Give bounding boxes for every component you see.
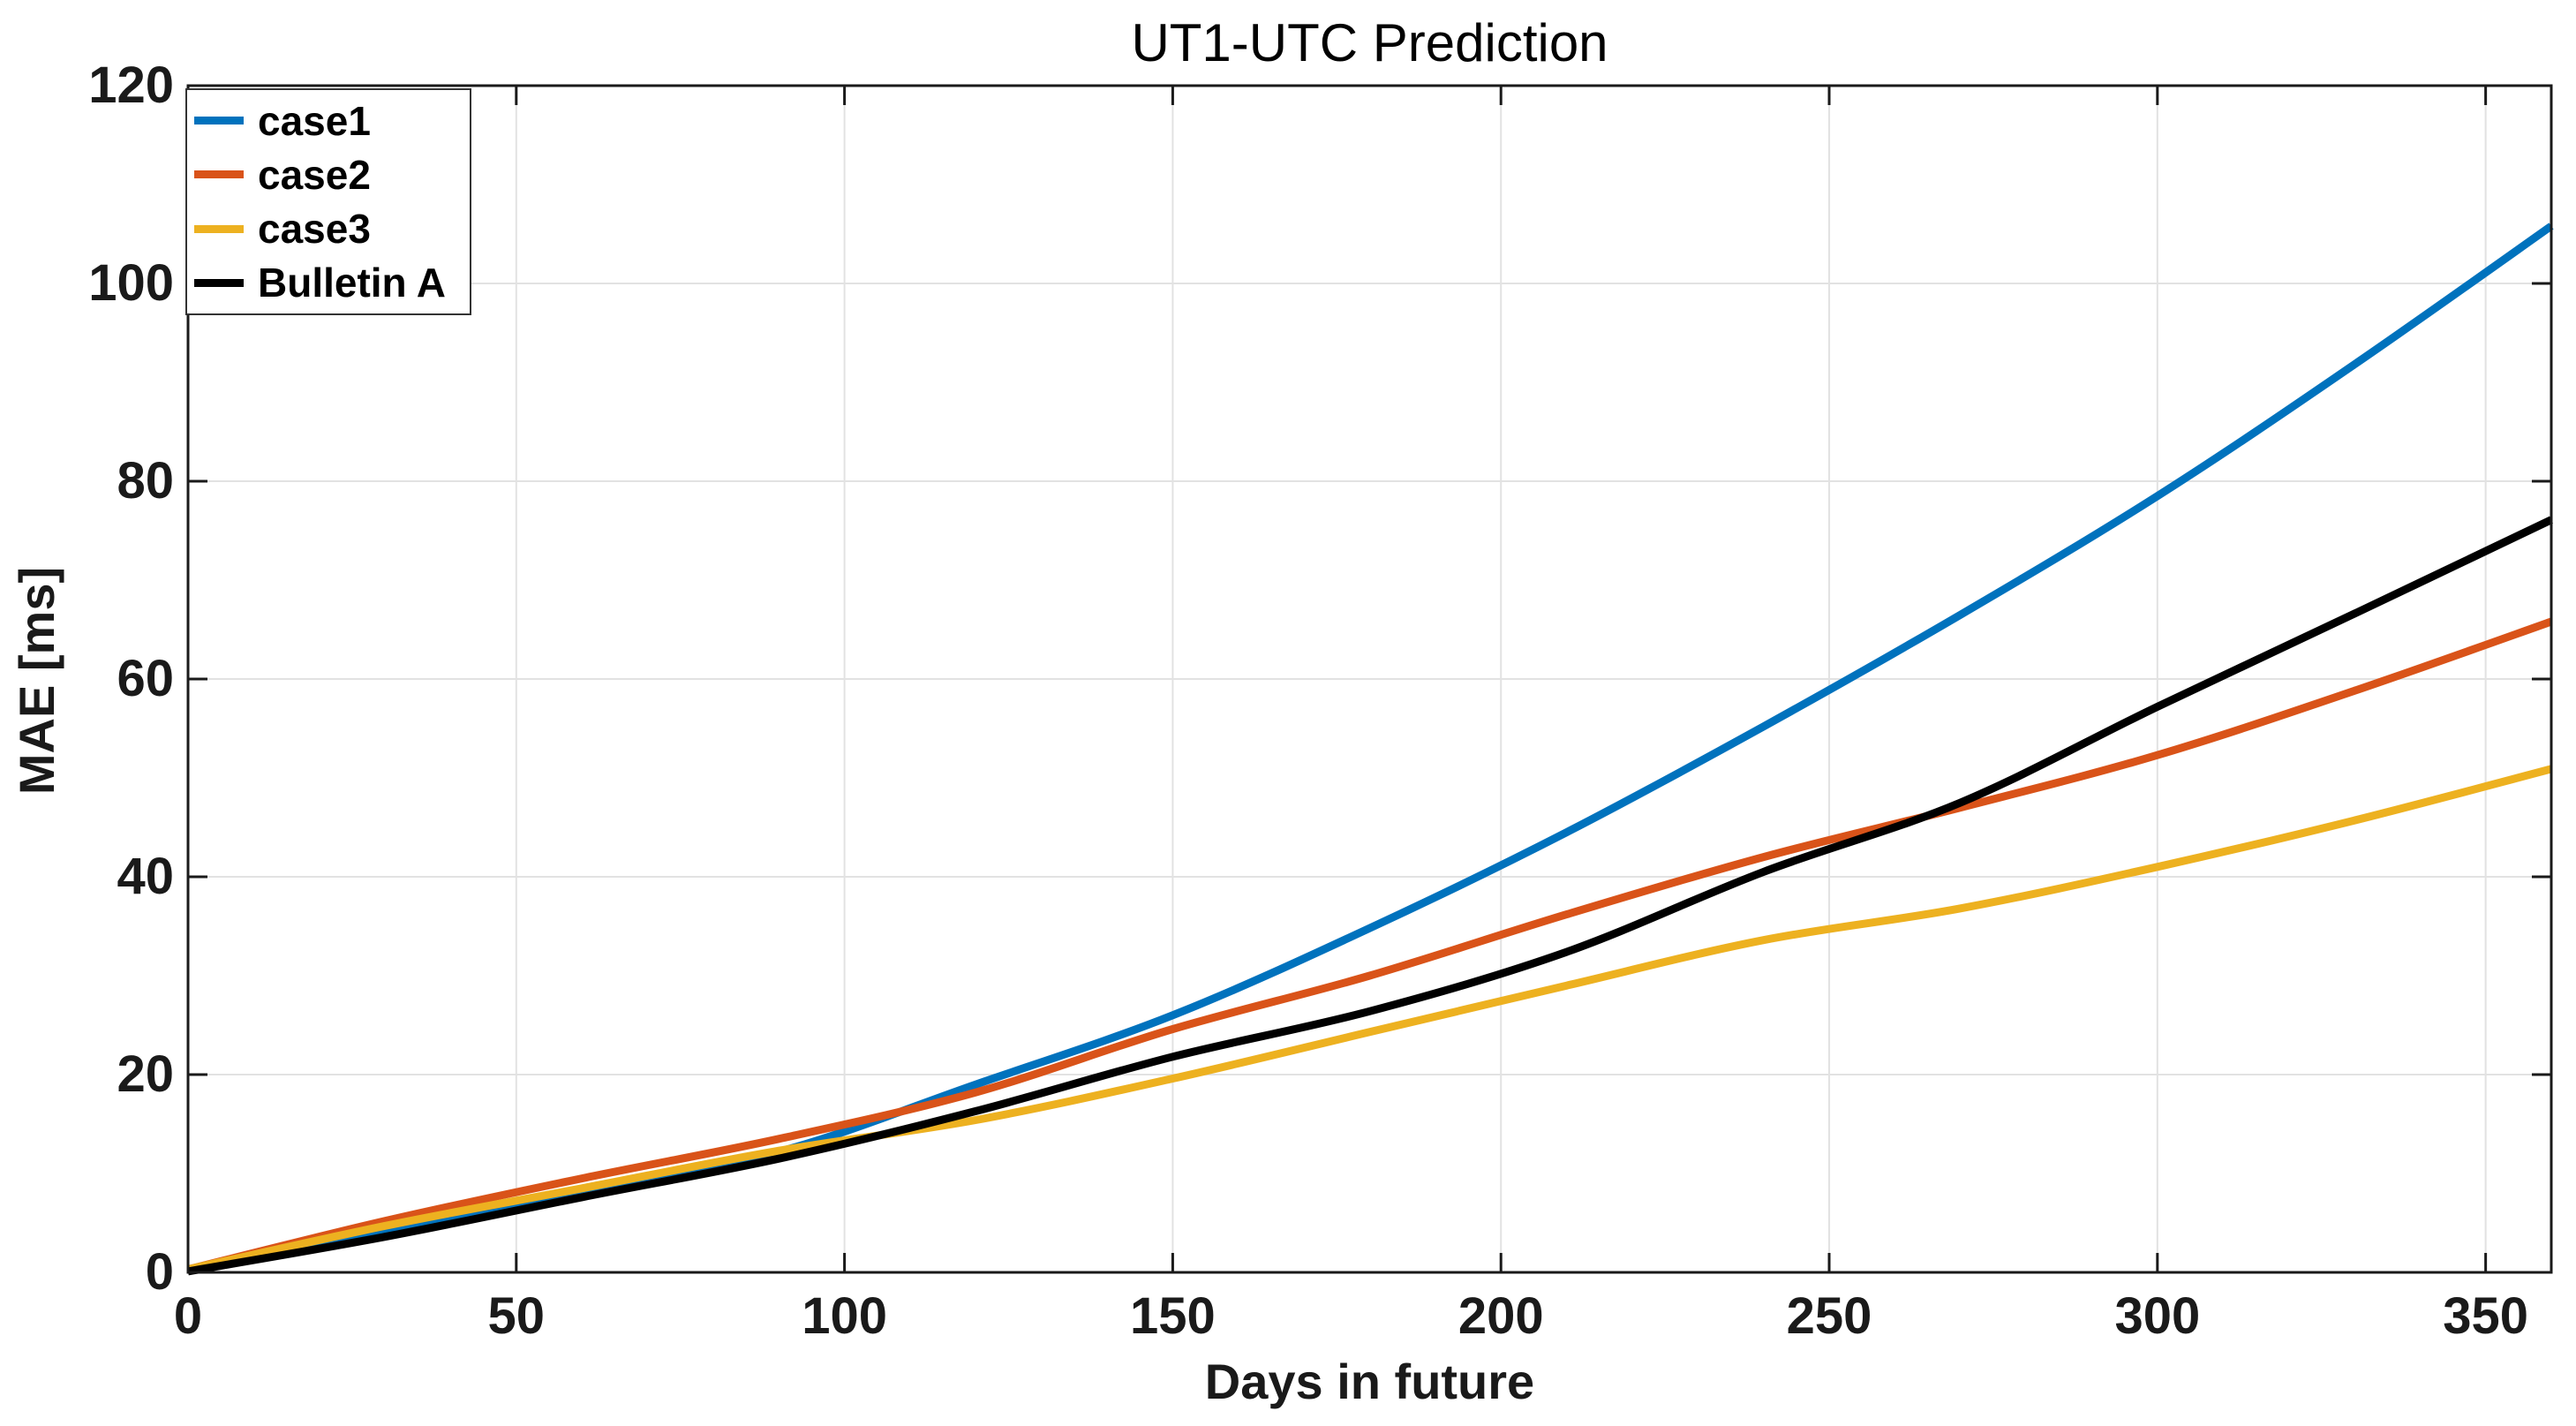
legend-line-swatch [194, 170, 244, 179]
y-tick-label: 40 [117, 848, 174, 905]
legend-line-swatch [194, 278, 244, 287]
legend-label: case1 [258, 97, 371, 144]
x-tick-label: 50 [487, 1287, 546, 1345]
y-tick-label: 20 [117, 1045, 174, 1103]
x-tick-label: 300 [2114, 1287, 2201, 1345]
y-tick-label: 60 [117, 650, 174, 707]
legend-label: Bulletin A [258, 260, 446, 306]
legend-item-case3: case3 [187, 208, 470, 249]
series-line-case1 [187, 223, 2554, 1275]
legend-item-bulletin-a: Bulletin A [187, 262, 470, 303]
y-tick-label: 100 [88, 254, 174, 312]
series-line-case2 [186, 617, 2553, 1273]
legend-item-case1: case1 [187, 101, 470, 141]
x-tick-label: 350 [2443, 1287, 2529, 1345]
legend-item-case2: case2 [187, 155, 470, 195]
y-tick-label: 120 [88, 57, 174, 114]
x-tick-label: 150 [1130, 1287, 1216, 1345]
x-tick-label: 250 [1786, 1287, 1872, 1345]
legend-line-swatch [194, 224, 244, 233]
chart-title: UT1-UTC Prediction [1131, 13, 1608, 72]
series-line-case3 [187, 765, 2553, 1273]
plot-border [186, 84, 2553, 1274]
y-tick-label: 0 [145, 1243, 174, 1301]
legend-label: case2 [258, 151, 371, 198]
x-tick-label: 0 [173, 1287, 203, 1345]
series-line-bulletin-a [187, 516, 2553, 1276]
legend-label: case3 [258, 206, 371, 253]
x-tick-label: 100 [802, 1287, 887, 1345]
y-tick-label: 80 [117, 452, 174, 509]
legend-line-swatch [194, 117, 244, 125]
legend: case1 case2 case3 Bulletin A [185, 88, 471, 315]
x-axis-label: Days in future [1204, 1354, 1535, 1409]
x-tick-label: 200 [1457, 1287, 1544, 1345]
